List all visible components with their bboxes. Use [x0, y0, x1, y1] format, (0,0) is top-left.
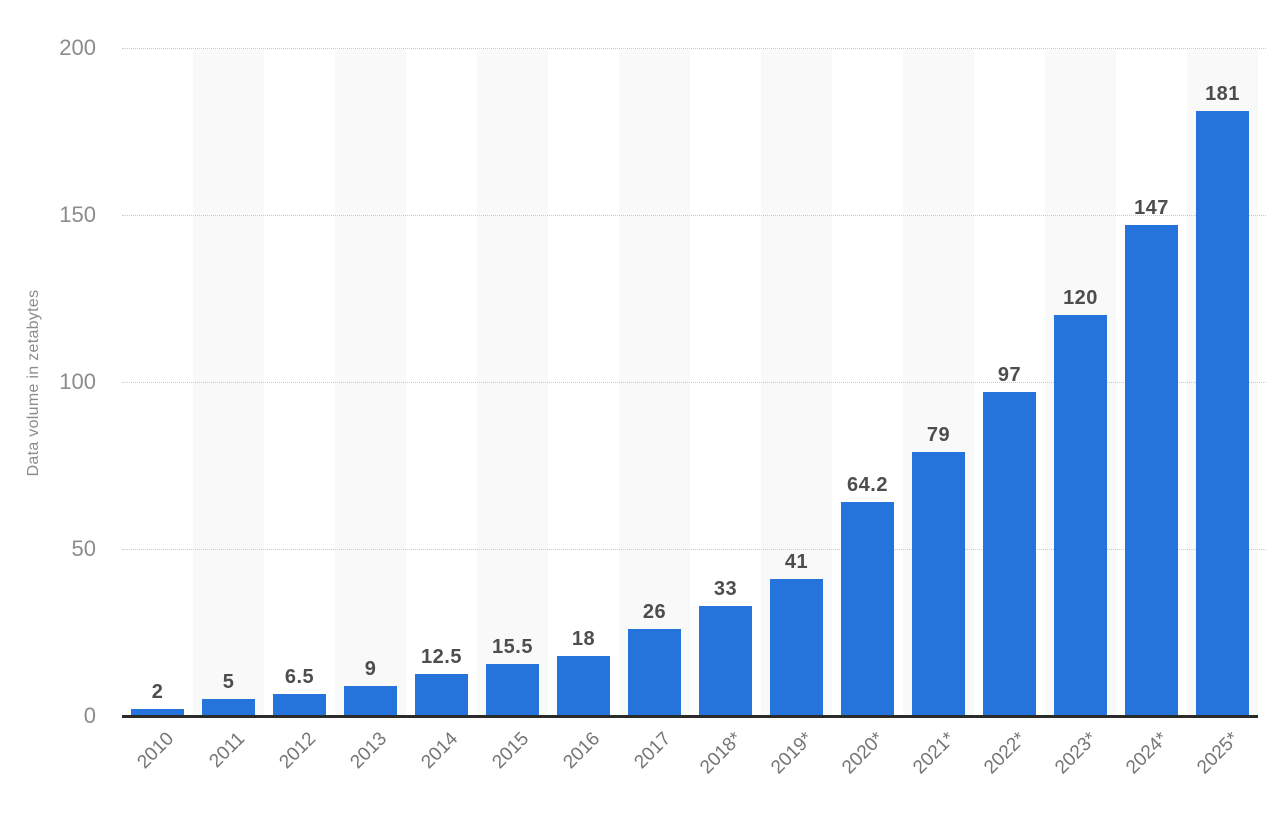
bar [202, 699, 255, 716]
bar [1125, 225, 1178, 716]
value-label: 6.5 [284, 666, 315, 689]
value-label: 9 [364, 657, 377, 680]
gridline [122, 382, 1266, 383]
x-category-label: 2011 [204, 728, 249, 773]
gridline [122, 215, 1266, 216]
value-label: 97 [997, 364, 1022, 387]
value-label: 41 [784, 551, 809, 574]
bar [273, 694, 326, 716]
bar [131, 709, 184, 716]
x-category-label: 2017 [629, 728, 675, 774]
value-label: 2 [151, 681, 164, 704]
x-category-label: 2018* [695, 728, 746, 779]
value-label: 147 [1134, 197, 1169, 220]
y-tick-label: 200 [59, 35, 96, 60]
bar [628, 629, 681, 716]
background-stripe [335, 50, 406, 716]
background-stripe [477, 50, 548, 716]
value-label: 15.5 [492, 636, 533, 659]
x-category-label: 2022* [979, 728, 1030, 779]
bar [415, 674, 468, 716]
value-label: 181 [1205, 83, 1240, 106]
x-category-label: 2013 [345, 728, 391, 774]
bar [486, 664, 539, 716]
value-label: 5 [222, 671, 235, 694]
gridline [122, 549, 1266, 550]
x-category-label: 2014 [416, 728, 462, 774]
bar [344, 685, 397, 716]
value-label: 18 [571, 627, 596, 650]
x-category-label: 2012 [274, 728, 320, 774]
value-label: 79 [926, 424, 951, 447]
x-category-label: 2024* [1121, 728, 1172, 779]
x-axis-line [122, 715, 1258, 718]
y-tick-label: 50 [71, 536, 96, 561]
value-label: 12.5 [421, 646, 462, 669]
x-category-label: 2023* [1050, 728, 1101, 779]
x-category-label: 2015 [487, 728, 533, 774]
bar [983, 392, 1036, 716]
x-category-label: 2019* [766, 728, 817, 779]
x-category-label: 2020* [837, 728, 888, 779]
bar [699, 605, 752, 716]
background-stripe [193, 50, 264, 716]
gridline [122, 48, 1266, 49]
value-label: 64.2 [847, 473, 888, 496]
x-category-label: 2025* [1192, 728, 1243, 779]
bar [557, 655, 610, 716]
x-category-label: 2016 [558, 728, 604, 774]
x-category-label: 2021* [908, 728, 959, 779]
bar [1054, 315, 1107, 716]
bar [770, 579, 823, 716]
value-label: 120 [1063, 287, 1098, 310]
value-label: 33 [713, 577, 738, 600]
y-tick-label: 0 [83, 703, 96, 728]
background-stripe [619, 50, 690, 716]
y-tick-label: 100 [59, 369, 96, 394]
bar [912, 452, 965, 716]
bar [841, 501, 894, 716]
bar [1196, 111, 1249, 716]
y-tick-label: 150 [59, 202, 96, 227]
value-label: 26 [642, 601, 667, 624]
x-category-label: 2010 [132, 728, 178, 774]
